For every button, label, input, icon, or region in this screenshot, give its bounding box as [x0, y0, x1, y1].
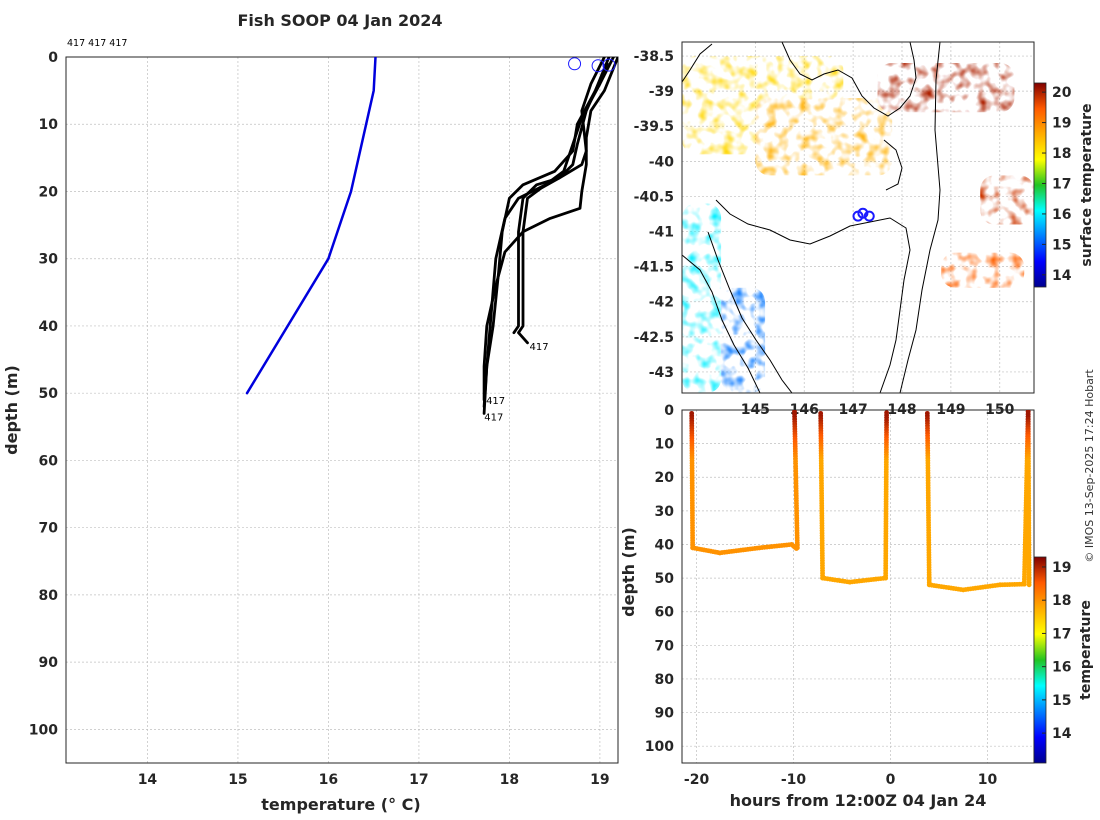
sst-colorbar-tick-label: 20	[1052, 85, 1072, 101]
watermark: © IMOS 13-Sep-2025 17:24 Hobart	[1083, 369, 1096, 563]
profile-annotation: 417	[530, 342, 549, 353]
depth-time-y-tick-label: 50	[655, 571, 675, 587]
y-tick-label: 60	[39, 453, 59, 469]
sst-colorbar-label: surface temperature	[1079, 103, 1095, 266]
depth-time-y-tick-label: 100	[645, 739, 674, 755]
sst-region-bass-strait-central	[755, 98, 893, 176]
map-y-tick-label: -41.5	[634, 260, 674, 276]
profile-line	[482, 57, 615, 415]
surface-marker	[591, 59, 605, 73]
depth-time-y-tick-label: 40	[655, 537, 675, 553]
sst-region-east-warm-south	[941, 252, 1025, 288]
sst-colorbar-tick-label: 18	[1052, 146, 1071, 162]
depth-time-x-tick-label: -10	[781, 772, 807, 788]
y-axis-label: depth (m)	[2, 365, 21, 455]
depth-time-y-tick-label: 10	[655, 437, 675, 453]
temperature-sample	[1026, 582, 1032, 588]
depth-time-x-label: hours from 12:00Z 04 Jan 24	[730, 791, 987, 810]
sst-colorbar-tick-label: 17	[1052, 176, 1071, 192]
profile-line	[482, 57, 618, 402]
depth-time-x-tick-label: -20	[684, 772, 710, 788]
sst-colorbar-tick-label: 15	[1052, 237, 1071, 253]
y-tick-label: 20	[39, 184, 59, 200]
depth-time-x-tick-label: 0	[886, 772, 896, 788]
temperature-sample	[794, 545, 800, 551]
sst-colorbar-tick-label: 19	[1052, 116, 1071, 132]
y-tick-label: 0	[48, 50, 58, 66]
sst-region-east-warm-north	[877, 63, 1015, 113]
profile-line	[482, 57, 611, 409]
x-tick-label: 15	[228, 772, 247, 788]
temperature-sample	[884, 410, 890, 416]
profile-line	[517, 62, 609, 345]
profile-chart: Fish SOOP 04 Jan 2024 417 417 417 14 15 16…	[2, 11, 619, 814]
sst-region-east-warm-mid	[980, 175, 1034, 225]
map-y-tick-label: -43	[649, 365, 674, 381]
x-tick-label: 18	[500, 772, 519, 788]
y-tick-label: 30	[39, 252, 59, 268]
sst-region-west-tasmania-shelf	[721, 287, 766, 393]
temperature-colorbar-tick-label: 16	[1052, 660, 1071, 676]
sst-region-west-tasmania	[682, 203, 722, 393]
y-tick-label: 80	[39, 588, 59, 604]
sst-map: 145 146 147 148 149 150-38.5-39-39.5-40-40.5-…	[634, 41, 1095, 418]
temperature-colorbar-tick-label: 14	[1052, 726, 1072, 742]
coastline	[682, 42, 941, 393]
y-tick-label: 90	[39, 655, 59, 671]
profile-annotation: 417	[484, 413, 503, 424]
sst-colorbar-tick-label: 16	[1052, 207, 1071, 223]
depth-time-y-label: depth (m)	[619, 527, 638, 617]
profile-axes-frame	[65, 56, 619, 764]
temperature-colorbar-tick-label: 18	[1052, 593, 1071, 609]
depth-time-y-tick-label: 60	[655, 605, 675, 621]
temperature-colorbar-tick-label: 17	[1052, 626, 1071, 642]
temperature-colorbar-tick-label: 15	[1052, 693, 1071, 709]
depth-time-y-tick-label: 90	[655, 706, 675, 722]
y-tick-label: 40	[39, 319, 59, 335]
surface-marker	[602, 58, 616, 72]
y-tick-label: 10	[39, 117, 59, 133]
x-tick-label: 17	[409, 772, 428, 788]
map-y-tick-label: -39	[649, 84, 674, 100]
map-y-tick-label: -38.5	[634, 49, 674, 65]
map-y-tick-label: -42.5	[634, 330, 674, 346]
y-tick-label: 100	[29, 722, 58, 738]
depth-time-y-tick-label: 80	[655, 672, 675, 688]
x-tick-label: 14	[138, 772, 158, 788]
map-y-tick-label: -42	[649, 295, 674, 311]
map-y-tick-label: -39.5	[634, 119, 674, 135]
sst-colorbar	[1033, 82, 1047, 288]
sst-colorbar-tick-label: 14	[1052, 268, 1072, 284]
map-y-tick-label: -40.5	[634, 189, 674, 205]
depth-time-y-tick-label: 30	[655, 504, 675, 520]
profile-annotation: 417	[486, 396, 505, 407]
ship-position-marker	[863, 210, 875, 222]
climatology-line	[245, 57, 377, 395]
x-tick-label: 19	[590, 772, 609, 788]
ship-position-marker	[857, 207, 869, 219]
temperature-colorbar-tick-label: 19	[1052, 560, 1071, 576]
x-tick-label: 16	[319, 772, 338, 788]
depth-time-y-tick-label: 20	[655, 470, 675, 486]
y-tick-label: 70	[39, 521, 59, 537]
chart-title: Fish SOOP 04 Jan 2024	[238, 11, 443, 30]
temperature-colorbar-label: temperature	[1078, 600, 1094, 700]
profile-line	[512, 57, 606, 335]
depth-time-y-tick-label: 70	[655, 638, 675, 654]
y-tick-label: 50	[39, 386, 59, 402]
top-annotation: 417 417 417	[67, 38, 127, 49]
map-y-tick-label: -41	[649, 225, 674, 241]
map-y-tick-label: -40	[649, 154, 675, 170]
temperature-colorbar	[1033, 556, 1047, 764]
x-axis-label: temperature (° C)	[261, 795, 420, 814]
surface-marker	[568, 57, 582, 71]
depth-time-y-tick-label: 0	[664, 403, 674, 419]
depth-time-x-tick-label: 10	[978, 772, 998, 788]
